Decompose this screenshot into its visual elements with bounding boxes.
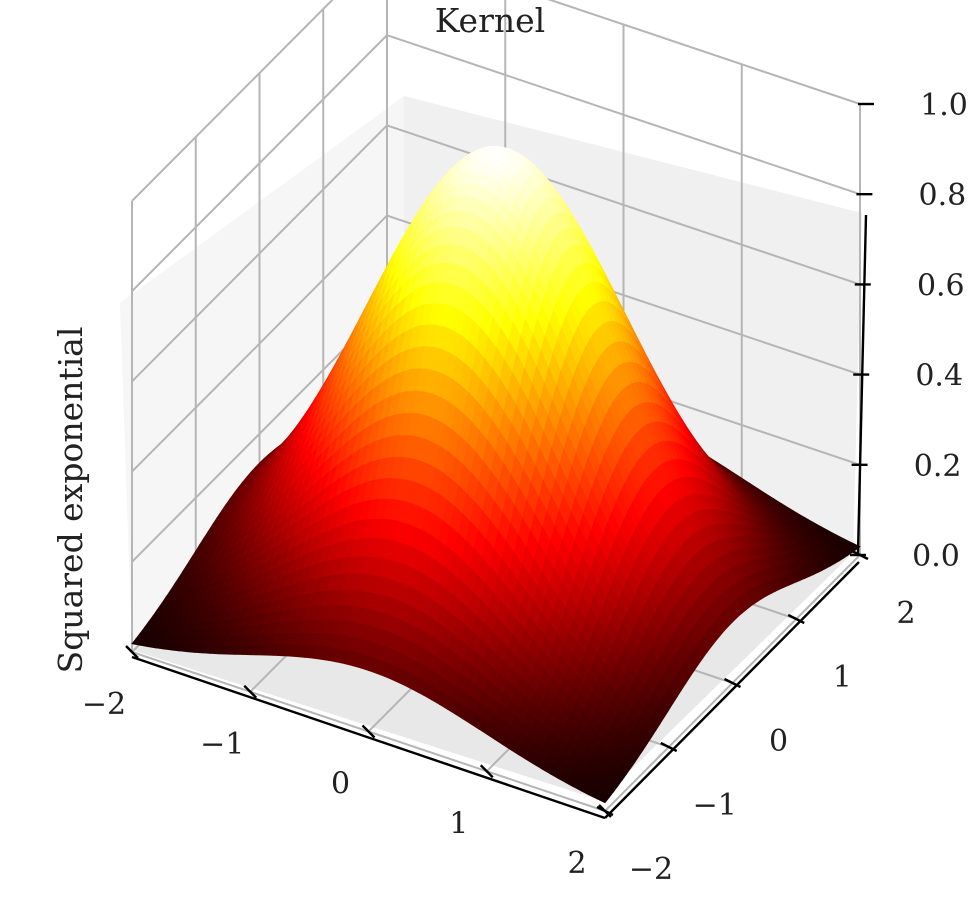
grid-line [131,34,388,292]
surface-patch [596,792,610,804]
y-tick [660,741,678,753]
z-tick-labels: 0.0 0.2 0.4 0.6 0.8 1.0 [912,88,968,574]
x-tick-label: 0 [331,767,350,802]
grid-line [547,0,861,105]
z-axis-label: Squared exponential [51,327,90,674]
z-tick-label: 0.6 [917,268,965,303]
tick-marks [125,102,874,818]
y-axis-line [604,561,860,819]
y-tick-label: −2 [629,852,673,887]
x-tick-labels: −2 −1 0 1 2 [82,687,587,881]
z-tick-label: 0.4 [915,359,963,394]
x-tick [479,764,494,779]
x-tick-label: −1 [200,727,244,762]
surface-plot [131,145,861,804]
chart-title: Kernel [435,1,545,40]
z-axis-line [856,214,868,554]
z-tick-label: 0.0 [912,539,960,574]
y-tick [723,677,742,689]
y-tick-label: 1 [833,660,852,695]
axes [131,214,868,820]
x-tick [125,645,139,659]
grid-line [131,0,334,202]
z-tick-label: 0.2 [914,449,962,484]
x-tick-label: 1 [449,806,468,841]
x-tick [361,724,376,739]
x-tick-label: 2 [567,846,586,881]
y-tick [596,805,614,817]
y-tick [787,613,805,625]
z-tick-label: 0.8 [919,178,967,213]
grid-line [386,124,861,286]
x-tick [243,684,258,699]
y-tick-label: 2 [896,596,915,631]
grid-line [131,124,388,383]
y-tick-label: 0 [769,724,788,759]
grid-line [131,214,388,473]
y-tick-labels: −2 −1 0 1 2 [629,596,916,887]
x-tick-label: −2 [82,687,126,722]
z-tick-label: 1.0 [920,88,968,123]
grid-line [386,34,861,196]
x-axis-line [131,655,606,820]
y-tick-label: −1 [693,788,737,823]
